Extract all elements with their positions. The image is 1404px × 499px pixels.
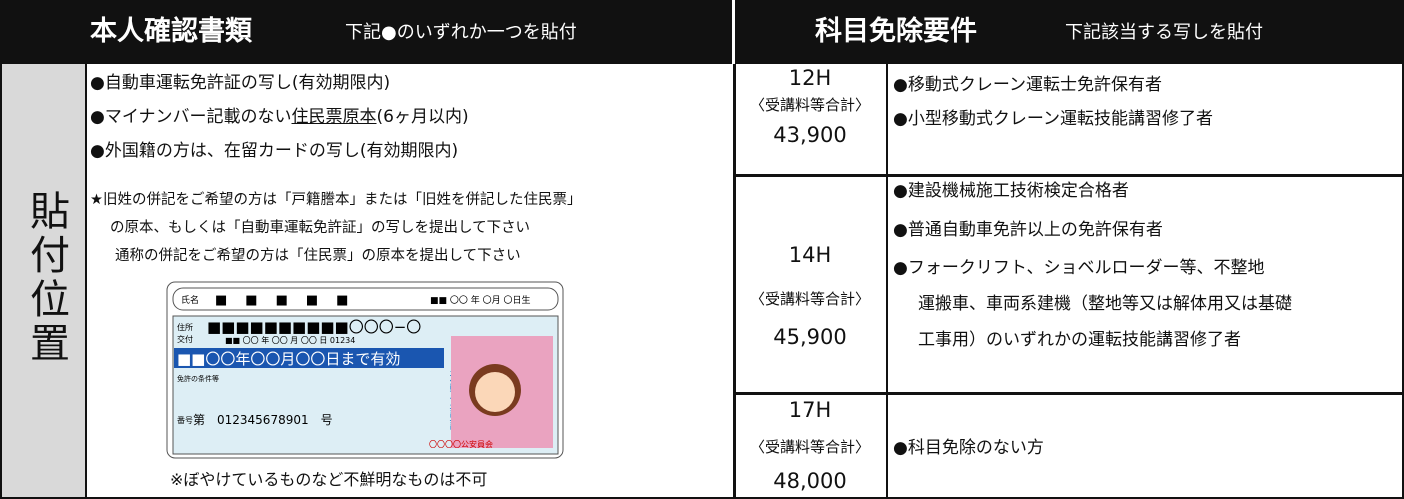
border	[886, 64, 888, 499]
left-note: 下記●のいずれか一つを貼付	[345, 22, 577, 43]
fee: 43,900	[773, 123, 847, 147]
border	[85, 64, 87, 499]
card-text: 氏名	[181, 294, 199, 306]
card-name-row	[172, 287, 559, 311]
requirement: ●普通自動車免許以上の免許保有者	[893, 220, 1163, 240]
hours: 17H	[788, 398, 832, 422]
fee: 48,000	[773, 469, 847, 493]
card-text: 住所	[177, 322, 193, 332]
requirement: 運搬車、車両系建機（整地等又は解体用又は基礎	[918, 294, 1292, 314]
text: (6ヶ月以内)	[376, 107, 469, 127]
document: ●外国籍の方は、在留カードの写し(有効期限内)	[90, 141, 459, 161]
requirement: ●建設機械施工技術検定合格者	[893, 181, 1129, 201]
border	[0, 497, 1404, 499]
note: ★旧姓の併記をご希望の方は「戸籍謄本」または「旧姓を併記した住民票」	[90, 192, 582, 208]
side-cell	[0, 64, 85, 499]
header-divider	[732, 0, 735, 64]
left-title: 本人確認書類	[90, 16, 252, 47]
card-text: ■■■■■■■■■■〇〇〇−〇	[207, 318, 421, 336]
card-text: ■■ 〇〇 年 〇月 〇日生	[430, 294, 530, 306]
border	[733, 392, 1404, 395]
fee: 45,900	[773, 325, 847, 349]
document: ●マイナンバー記載のない住民票原本(6ヶ月以内)	[90, 109, 469, 126]
header-bar	[0, 0, 1404, 64]
card-photo	[475, 372, 515, 412]
card-text: ■■■■■	[215, 293, 366, 308]
license-card: 氏名 ■■■■■ ■■ 〇〇 年 〇月 〇日生 住所 ■■■■■■■■■■〇〇〇…	[166, 281, 564, 459]
note: の原本、もしくは「自動車運転免許証」の写しを提出して下さい	[110, 220, 531, 236]
hours: 14H	[788, 243, 832, 267]
card-text: 番号	[177, 415, 193, 425]
note: 通称の併記をご希望の方は「住民票」の原本を提出して下さい	[115, 248, 521, 264]
hours: 12H	[788, 66, 832, 90]
text: 住民票原本	[291, 107, 377, 127]
requirement: ●科目免除のない方	[893, 438, 1044, 458]
border	[733, 174, 1404, 177]
right-note: 下記該当する写しを貼付	[1065, 22, 1263, 43]
card-valid-bar	[174, 348, 444, 368]
requirement: 工事用）のいずれかの運転技能講習修了者	[918, 330, 1241, 350]
side-label: 貼付位置	[23, 190, 69, 366]
border	[1402, 64, 1404, 499]
text: ●マイナンバー記載のない	[90, 107, 292, 127]
requirement: ●移動式クレーン運転士免許保有者	[893, 75, 1162, 95]
card-text: ■■〇〇年〇〇月〇〇日まで有効	[177, 350, 400, 368]
border	[733, 64, 736, 499]
border	[0, 64, 2, 499]
right-title: 科目免除要件	[815, 16, 977, 47]
fee-label: 〈受講料等合計〉	[749, 290, 870, 308]
fee-label: 〈受講料等合計〉	[749, 96, 870, 114]
card-text: 免許の条件等	[177, 374, 219, 383]
document: ●自動車運転免許証の写し(有効期限内)	[90, 73, 391, 93]
fee-label: 〈受講料等合計〉	[749, 438, 870, 456]
card-text: 交付	[177, 334, 193, 344]
card-text: 第 012345678901 号	[193, 413, 333, 427]
caption: ※ぼやけているものなど不鮮明なものは不可	[170, 470, 488, 489]
requirement: ●小型移動式クレーン運転技能講習修了者	[893, 109, 1213, 129]
requirement: ●フォークリフト、ショベルローダー等、不整地	[893, 258, 1265, 278]
card-text: ■■ 〇〇 年 〇〇 月 〇〇 日 01234	[225, 335, 355, 345]
card-text: 〇〇〇〇公安員会	[429, 439, 493, 449]
